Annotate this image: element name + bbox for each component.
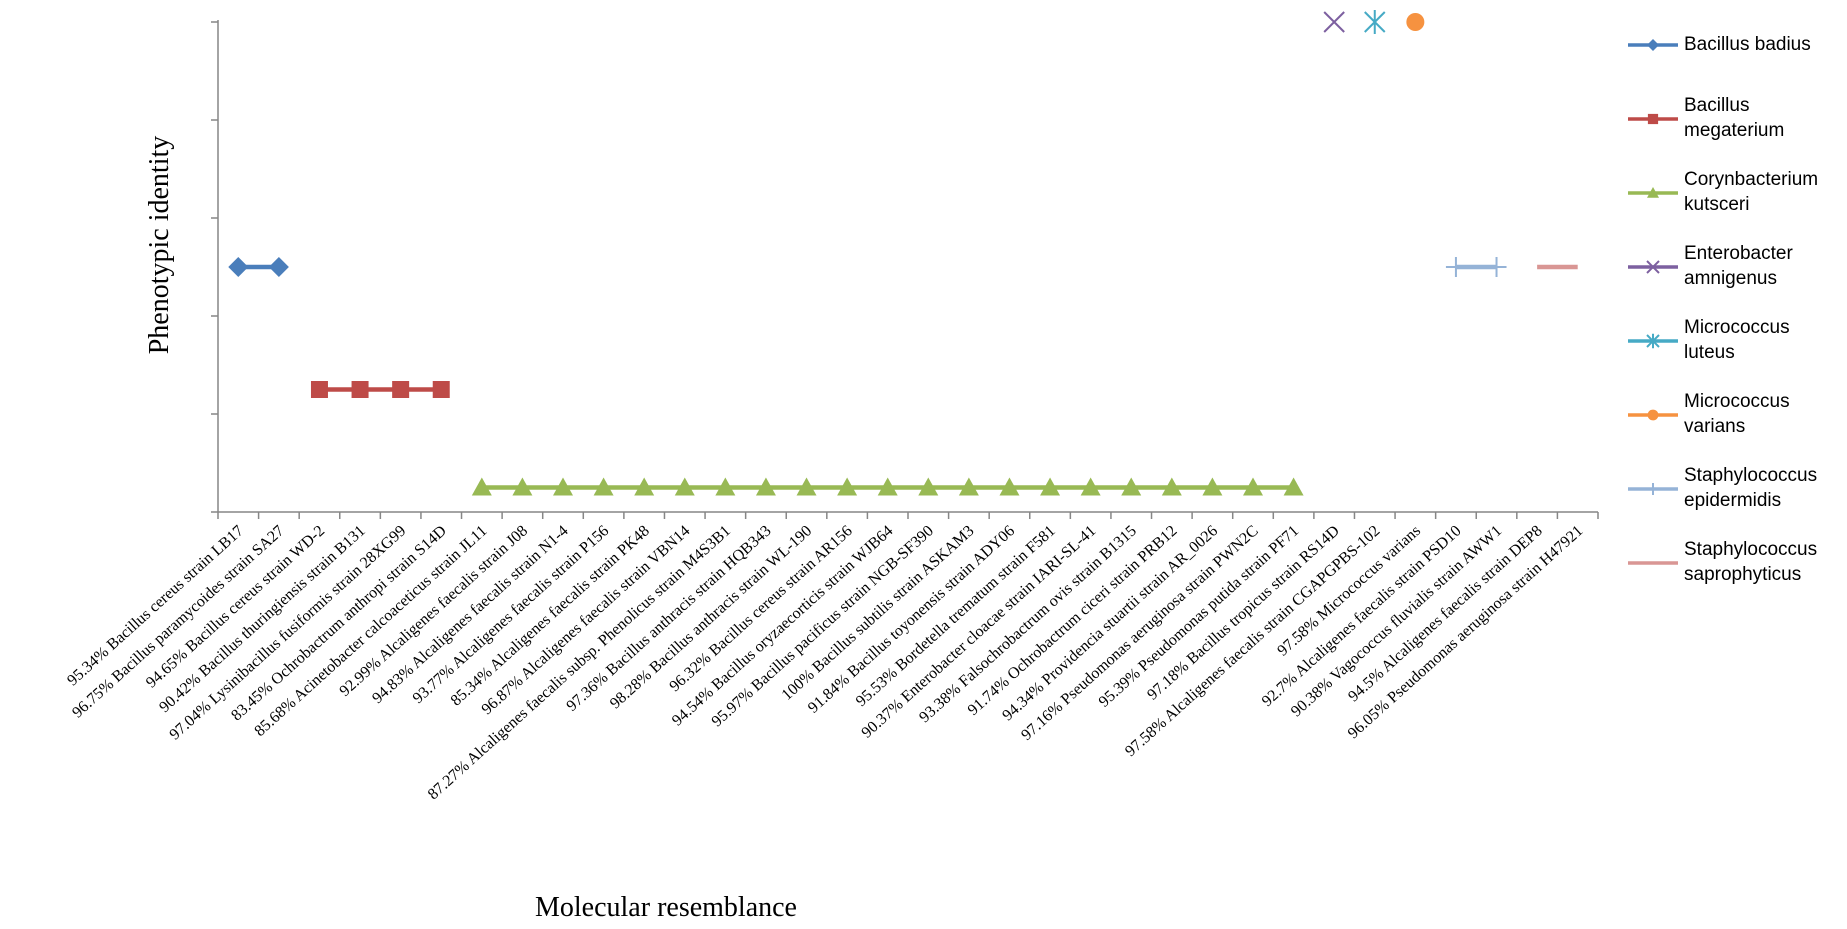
legend-label: Micrococcus varians [1684,391,1790,437]
legend-entry: Enterobacter amnigenus [1626,230,1841,304]
legend-label: Enterobacter amnigenus [1684,243,1793,289]
legend-entry: Corynbacterium kutsceri [1626,156,1841,230]
marker [1202,477,1223,496]
marker [1243,477,1263,496]
legend: Bacillus badius Bacillus megaterium Corynb… [1626,8,1841,600]
legend-swatch [1628,187,1678,198]
marker [796,477,817,496]
marker [1121,477,1142,496]
legend-label: Corynbacterium kutsceri [1684,169,1819,215]
marker [268,257,289,277]
marker [1647,483,1659,495]
legend-label: Micrococcus luteus [1684,317,1790,363]
legend-entry: Bacillus megaterium [1626,82,1841,156]
marker [471,477,492,496]
marker [999,477,1020,496]
legend-entry: Bacillus badius [1626,8,1841,82]
legend-swatch [1628,39,1678,51]
marker [1647,113,1659,125]
marker [512,477,533,496]
legend-swatch [1628,333,1678,349]
legend-entry: Staphylococcus epidermidis [1626,452,1841,526]
y-axis-title: Phenotypic identity [144,136,175,355]
marker [1647,409,1659,421]
legend-swatch [1628,260,1678,274]
marker [715,477,736,496]
legend-swatch [1628,561,1678,565]
legend-label: Bacillus megaterium [1684,95,1785,141]
marker [674,477,695,496]
marker [1646,260,1660,274]
marker [1040,477,1061,496]
marker [228,257,249,277]
legend-entry: Staphylococcus saprophyticus [1626,526,1841,600]
marker [553,477,573,496]
marker [1647,187,1659,198]
marker [1445,257,1466,277]
marker [918,477,939,496]
marker [351,381,369,398]
marker [593,477,614,496]
marker [1364,10,1386,34]
legend-label: Staphylococcus saprophyticus [1684,539,1818,585]
marker [958,477,979,496]
marker [392,381,410,398]
marker [1646,333,1660,349]
legend-entry: Micrococcus varians [1626,378,1841,452]
marker [837,477,858,496]
marker [877,477,898,496]
legend-swatch [1628,409,1678,421]
legend-label: Staphylococcus epidermidis [1684,465,1818,511]
marker [1647,39,1659,51]
marker [634,477,655,496]
marker [1323,11,1345,33]
x-axis-title: Molecular resemblance [535,892,797,923]
marker [755,477,776,496]
marker [432,381,450,398]
marker [1080,477,1101,496]
legend-entry: Micrococcus luteus [1626,304,1841,378]
legend-label: Bacillus badius [1684,33,1811,55]
legend-swatch [1628,113,1678,125]
marker [1486,257,1507,277]
legend-swatch [1628,483,1678,495]
marker [1283,477,1304,496]
chart: Phenotypic identity Molecular resemblanc… [64,10,1599,923]
marker [310,381,328,398]
marker [1406,13,1425,31]
marker [1161,477,1182,496]
